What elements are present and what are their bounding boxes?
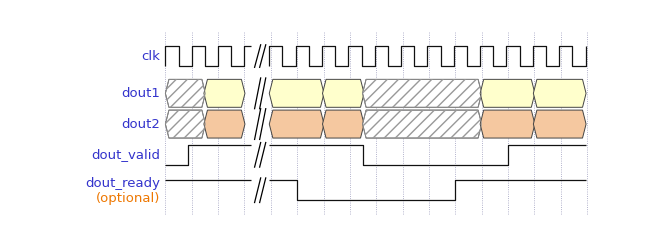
Polygon shape (269, 79, 324, 107)
Text: (optional): (optional) (96, 192, 160, 204)
Polygon shape (362, 79, 481, 107)
Polygon shape (204, 110, 245, 138)
Polygon shape (480, 79, 535, 107)
Text: dout_ready: dout_ready (85, 177, 160, 190)
Polygon shape (269, 110, 324, 138)
Polygon shape (204, 79, 245, 107)
Text: dout1: dout1 (122, 87, 160, 100)
Polygon shape (480, 110, 535, 138)
Polygon shape (534, 110, 586, 138)
Text: dout_valid: dout_valid (92, 148, 160, 161)
Polygon shape (165, 79, 205, 107)
Polygon shape (534, 79, 586, 107)
Polygon shape (322, 110, 364, 138)
Text: dout2: dout2 (122, 118, 160, 131)
Text: clk: clk (141, 50, 160, 63)
Polygon shape (322, 79, 364, 107)
Polygon shape (165, 110, 205, 138)
Polygon shape (362, 110, 481, 138)
